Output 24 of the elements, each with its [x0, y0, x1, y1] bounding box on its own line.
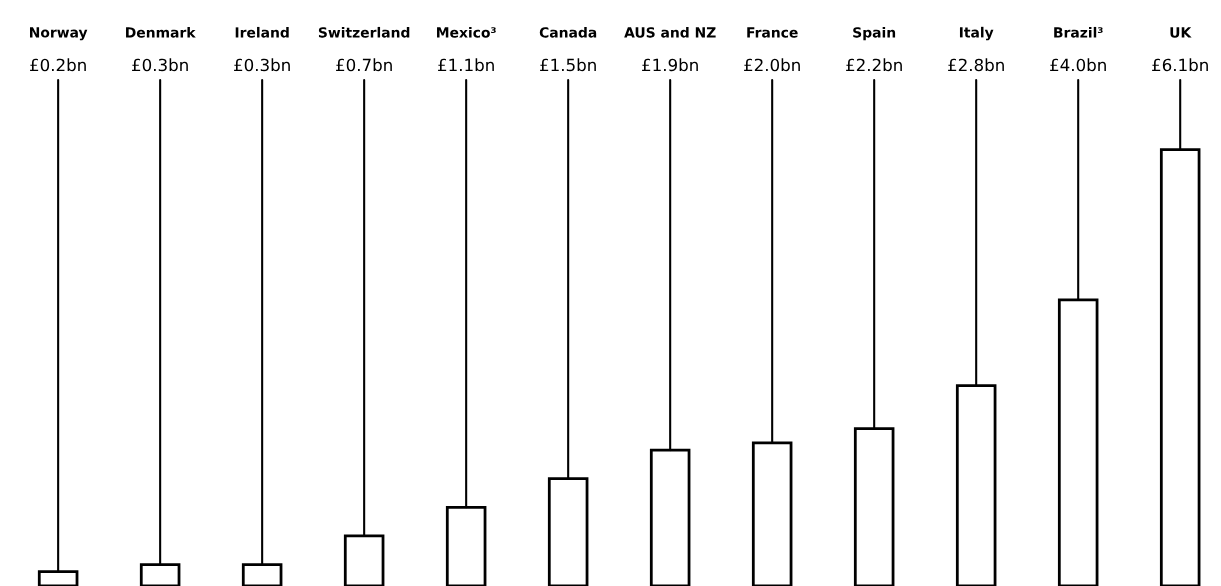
x-tick-label: France — [747, 27, 798, 38]
x-tick-label: Brazil³ — [1054, 26, 1103, 38]
x-tick-label: UK — [1170, 27, 1192, 38]
data-label: £0.7bn — [336, 58, 392, 72]
data-label: £2.8bn — [948, 58, 1004, 72]
x-tick-label: Mexico³ — [437, 26, 496, 38]
data-label: £0.2bn — [30, 58, 86, 72]
x-tick-label: Switzerland — [318, 26, 410, 38]
data-label: £1.5bn — [540, 58, 596, 72]
x-tick-label: Ireland — [235, 26, 289, 38]
x-tick-label: Italy — [959, 26, 994, 41]
x-tick-label: Denmark — [126, 26, 196, 38]
data-label: £1.1bn — [438, 58, 494, 72]
data-label: £2.2bn — [846, 58, 902, 72]
data-label: £1.9bn — [642, 58, 698, 72]
data-label: £0.3bn — [132, 58, 188, 72]
x-tick-label: AUS and NZ — [624, 26, 716, 38]
x-tick-label: Norway — [30, 27, 88, 41]
data-label: £4.0bn — [1050, 58, 1106, 72]
x-tick-label: Canada — [539, 26, 597, 38]
data-label: £2.0bn — [744, 58, 800, 72]
x-tick-label: Spain — [853, 26, 896, 41]
data-label: £6.1bn — [1152, 58, 1208, 72]
data-label: £0.3bn — [234, 58, 290, 72]
